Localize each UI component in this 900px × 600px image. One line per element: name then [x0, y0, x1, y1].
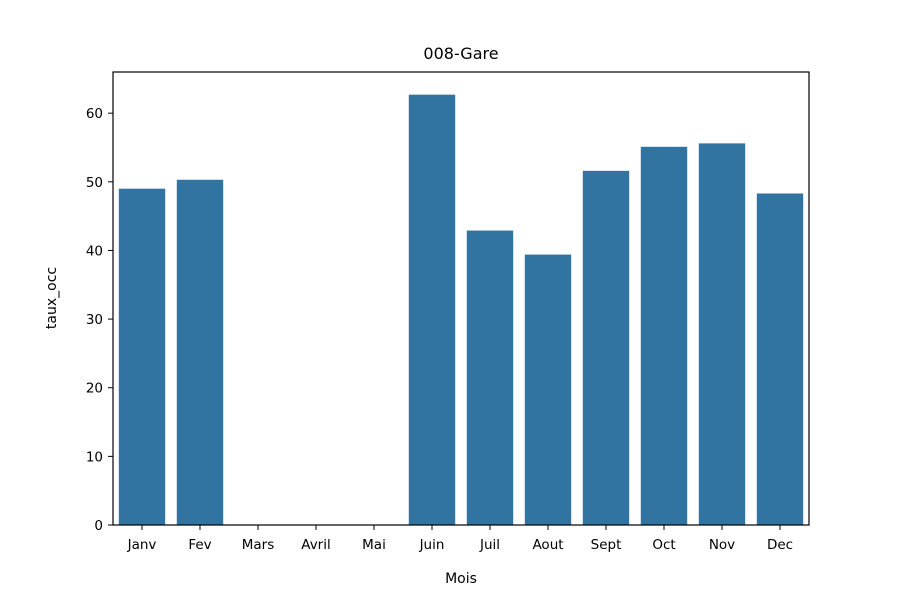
- chart-title: 008-Gare: [423, 44, 498, 63]
- bar-aout: [524, 254, 572, 525]
- y-axis-label: taux_occ: [44, 267, 60, 329]
- bar-nov: [698, 143, 746, 525]
- y-tick-label: 30: [86, 312, 103, 328]
- bar-dec: [756, 193, 804, 525]
- x-tick-label: Nov: [709, 537, 735, 553]
- y-tick-label: 60: [86, 106, 103, 122]
- y-tick-label: 20: [86, 381, 103, 397]
- x-tick-label: Janv: [127, 537, 157, 553]
- x-tick-label: Juil: [479, 537, 500, 553]
- x-axis-label: Mois: [445, 571, 477, 587]
- bar-sept: [582, 170, 630, 525]
- bar-fev: [176, 179, 224, 525]
- x-tick-label: Juin: [419, 537, 445, 553]
- x-tick-label: Dec: [767, 537, 793, 553]
- bar-janv: [118, 188, 166, 525]
- x-tick-label: Fev: [188, 537, 211, 553]
- y-tick-label: 40: [86, 243, 103, 259]
- plot-frame: [112, 71, 810, 526]
- x-tick-label: Oct: [652, 537, 675, 553]
- bar-juil: [466, 230, 514, 526]
- bar-oct: [640, 146, 688, 525]
- bars-group: [118, 94, 804, 526]
- x-tick-label: Avril: [301, 537, 331, 553]
- y-tick-label: 50: [86, 175, 103, 191]
- x-axis-ticks: Janv Fev Mars Avril Mai Juin Juil Aout Sept Oct No…: [127, 525, 793, 553]
- bar-juin: [408, 94, 456, 526]
- y-tick-label: 10: [86, 449, 103, 465]
- x-tick-label: Sept: [591, 537, 622, 553]
- x-tick-label: Mars: [242, 537, 275, 553]
- x-tick-label: Mai: [362, 537, 386, 553]
- y-tick-label: 0: [94, 518, 103, 534]
- x-tick-label: Aout: [532, 537, 563, 553]
- y-axis-ticks: 0 10 20 30 40 50 60: [86, 106, 113, 534]
